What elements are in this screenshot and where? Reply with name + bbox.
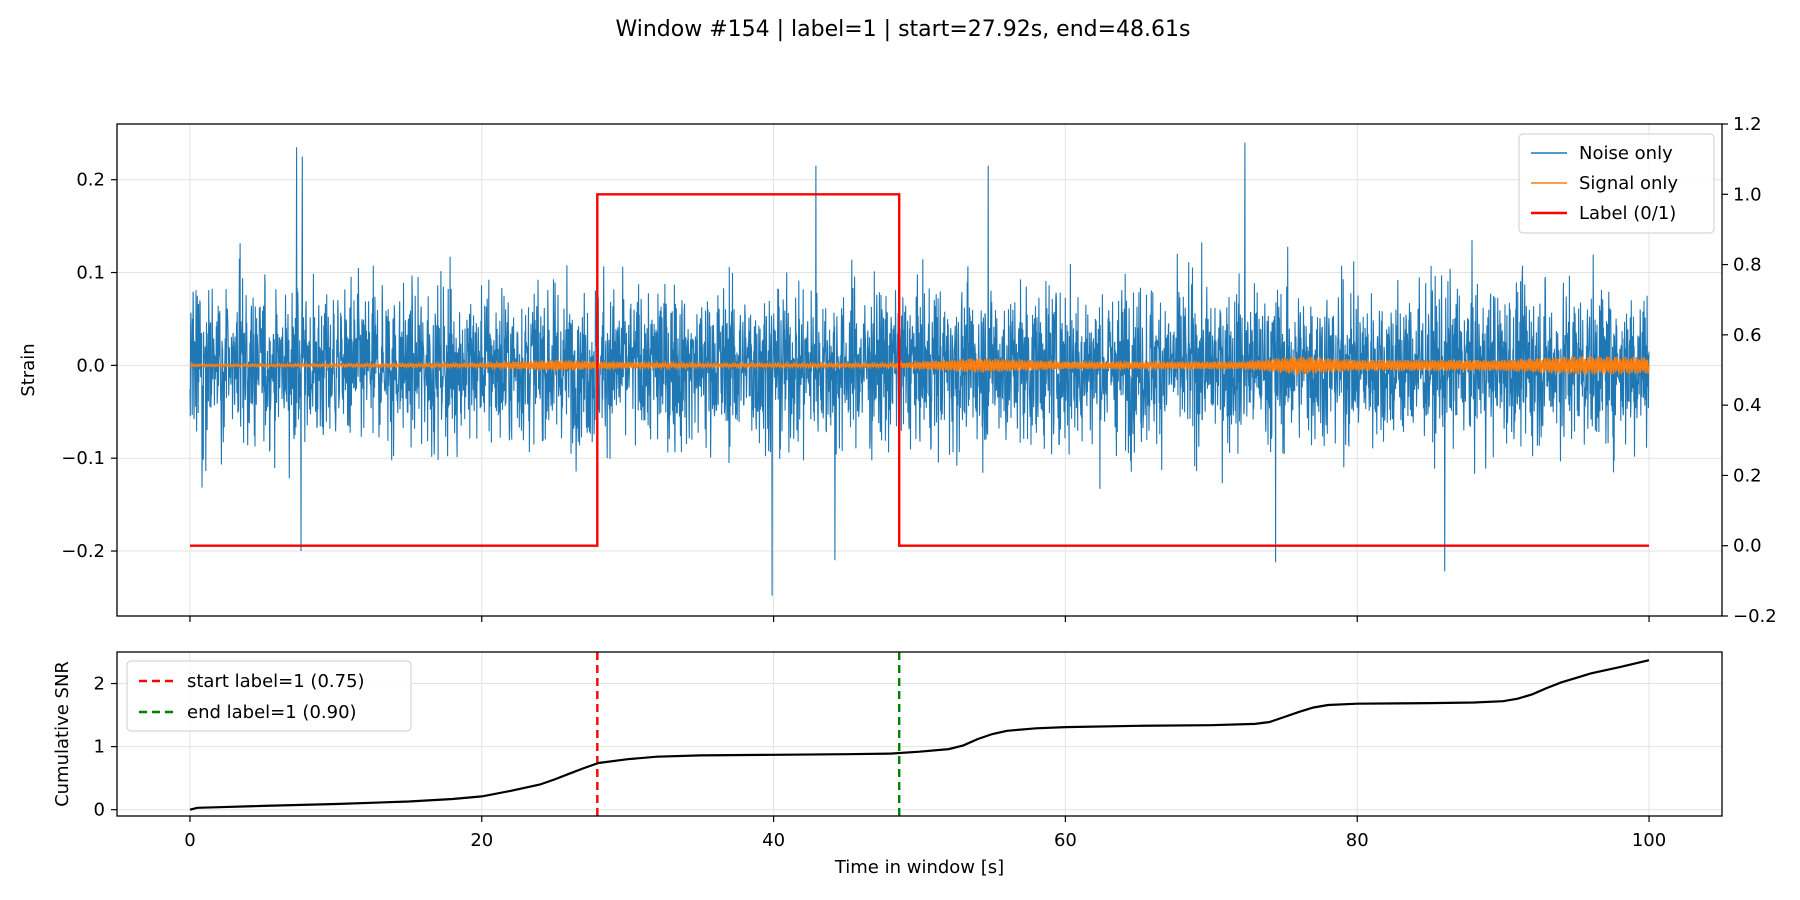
snr-x-tick-label: 80 <box>1346 830 1369 851</box>
snr-x-tick-label: 0 <box>184 830 195 851</box>
snr-x-tick-label: 20 <box>470 830 493 851</box>
strain-axes-frame <box>116 123 1723 617</box>
label-y-tick-label: 0.0 <box>1733 536 1762 557</box>
snr-legend-label: start label=1 (0.75) <box>187 671 365 692</box>
label-y-tick-label: 1.2 <box>1733 114 1762 135</box>
label-y-tick-label: 1.0 <box>1733 184 1762 205</box>
strain-legend-label: Noise only <box>1579 143 1673 164</box>
snr-y-tick-label: 0 <box>94 800 105 821</box>
strain-y-axis-label: Strain <box>18 343 39 396</box>
strain-legend: Noise only Signal only Label (0/1) <box>1518 133 1715 234</box>
strain-y-tick-label: 0.1 <box>76 263 105 284</box>
strain-legend-label: Signal only <box>1579 173 1678 194</box>
signal-only-line <box>189 356 1650 375</box>
strain-axis-ticks: −0.2 −0.1 0.0 0.1 0.2 −0.2 0.0 0.2 0.4 0.6 0.8 1.0 1… <box>61 114 1776 627</box>
label-y-tick-label: 0.8 <box>1733 255 1762 276</box>
snr-y-tick-label: 2 <box>94 674 105 695</box>
label-y-tick-label: −0.2 <box>1733 606 1777 627</box>
snr-legend-label: end label=1 (0.90) <box>187 702 357 723</box>
label-y-tick-label: 0.2 <box>1733 465 1762 486</box>
figure-title: Window #154 | label=1 | start=27.92s, en… <box>615 17 1190 42</box>
label-y-tick-label: 0.4 <box>1733 395 1762 416</box>
label-y-tick-label: 0.6 <box>1733 325 1762 346</box>
cumulative-snr-line <box>189 659 1650 811</box>
snr-y-tick-label: 1 <box>94 737 105 758</box>
snr-plot-area <box>189 652 1650 816</box>
noise-only-line <box>189 142 1650 596</box>
snr-x-tick-label: 100 <box>1632 830 1666 851</box>
strain-y-tick-label: −0.1 <box>61 448 105 469</box>
snr-legend-box <box>126 660 412 732</box>
strain-panel: −0.2 −0.1 0.0 0.1 0.2 −0.2 0.0 0.2 0.4 0.6 0.8 1.0 1… <box>18 114 1777 627</box>
snr-panel: 0 20 40 60 80 100 0 1 2 Cumulative SNR Time in w… <box>52 651 1723 878</box>
snr-x-tick-label: 40 <box>762 830 785 851</box>
snr-x-tick-label: 60 <box>1054 830 1077 851</box>
strain-plot-area <box>189 142 1650 596</box>
snr-x-axis-label: Time in window [s] <box>834 857 1004 878</box>
snr-axes-frame <box>116 651 1723 817</box>
label-step-line <box>190 193 1649 547</box>
strain-legend-box <box>1518 133 1715 234</box>
strain-y-tick-label: −0.2 <box>61 541 105 562</box>
strain-y-tick-label: 0.0 <box>76 355 105 376</box>
strain-legend-label: Label (0/1) <box>1579 203 1676 224</box>
snr-legend: start label=1 (0.75) end label=1 (0.90) <box>126 660 412 732</box>
snr-y-axis-label: Cumulative SNR <box>52 661 73 807</box>
strain-y-tick-label: 0.2 <box>76 170 105 191</box>
snr-axis-ticks: 0 20 40 60 80 100 0 1 2 <box>94 674 1667 851</box>
